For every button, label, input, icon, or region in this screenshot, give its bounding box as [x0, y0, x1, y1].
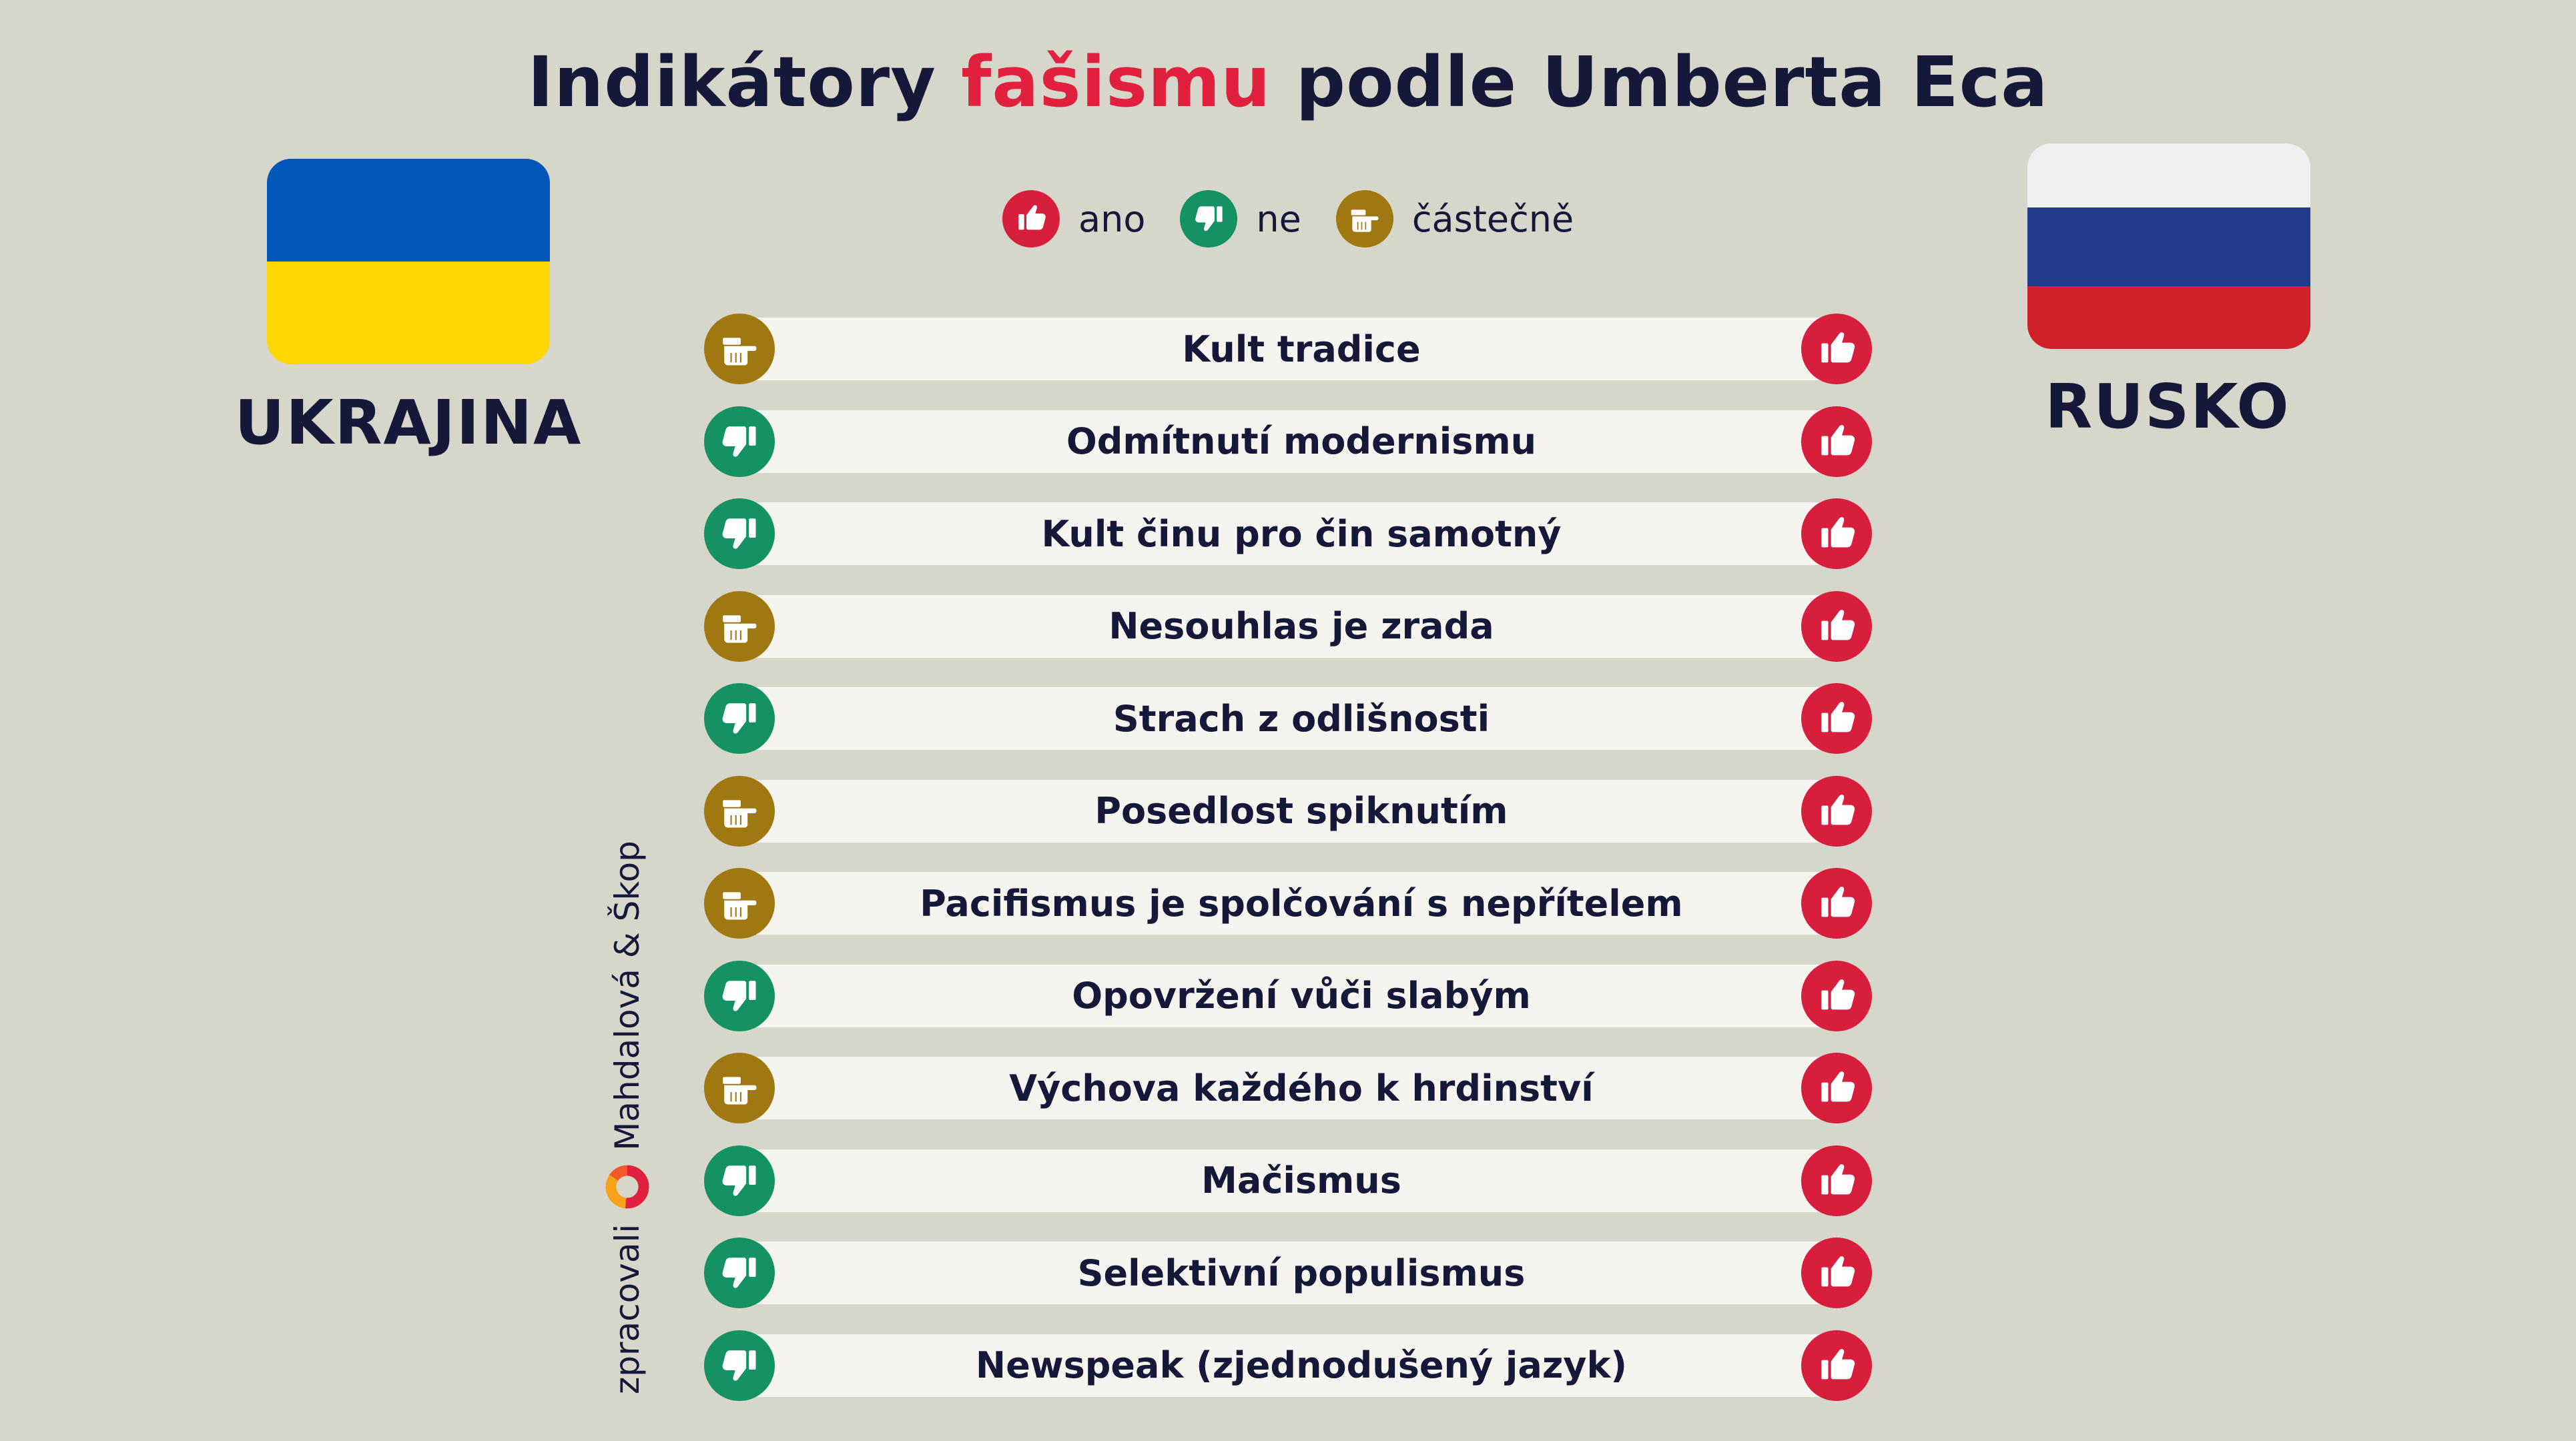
russia-thumb-up-icon: [1801, 1238, 1872, 1308]
indicator-bar: Výchova každého k hrdinství: [728, 1057, 1848, 1119]
indicator-bar: Newspeak (zjednodušený jazyk): [728, 1334, 1848, 1397]
legend: ano ne částečně: [1002, 188, 1608, 250]
indicator-label: Strach z odlišnosti: [1112, 697, 1490, 740]
credit-prefix: zpracovali: [608, 1224, 647, 1394]
indicator-row: Pacifismus je spolčování s nepřítelem: [704, 868, 1872, 939]
ukraine-thumb-sideways-icon: [704, 775, 775, 847]
indicator-row: Opovržení vůči slabým: [704, 960, 1872, 1031]
indicator-row: Selektivní populismus: [704, 1238, 1872, 1308]
russia-thumb-up-icon: [1801, 406, 1872, 477]
ukraine-thumb-down-icon: [704, 683, 775, 754]
russia-thumb-up-icon: [1801, 1145, 1872, 1216]
indicator-label: Newspeak (zjednodušený jazyk): [975, 1344, 1628, 1386]
indicator-label: Selektivní populismus: [1077, 1252, 1526, 1294]
ukraine-thumb-down-icon: [704, 1145, 775, 1216]
ukraine-thumb-sideways-icon: [704, 590, 775, 662]
indicator-label: Kult činu pro čin samotný: [1041, 512, 1562, 555]
indicator-bar: Pacifismus je spolčování s nepřítelem: [728, 872, 1848, 935]
russia-thumb-up-icon: [1801, 775, 1872, 847]
indicator-bar: Kult tradice: [728, 318, 1848, 380]
indicator-label: Posedlost spiknutím: [1094, 790, 1508, 832]
title-text: Indikátory: [527, 41, 962, 123]
ukraine-thumb-down-icon: [704, 960, 775, 1031]
ukraine-thumb-sideways-icon: [704, 1053, 775, 1123]
legend-label: ano: [1078, 197, 1146, 240]
russia-thumb-up-icon: [1801, 1330, 1872, 1401]
credit: zpracovali Mahdalová & Škop: [601, 727, 654, 1394]
legend-item-part: částečně: [1335, 190, 1574, 248]
donut-logo-icon: [605, 1165, 649, 1209]
russia-flag-blue-stripe: [2027, 207, 2310, 286]
thumb-sideways-icon: [1335, 190, 1393, 248]
indicator-row: Nesouhlas je zrada: [704, 590, 1872, 662]
indicator-label: Výchova každého k hrdinství: [1009, 1067, 1594, 1109]
russia-flag: [2027, 143, 2310, 349]
indicator-bar: Kult činu pro čin samotný: [728, 502, 1848, 565]
russia-label: RUSKO: [2045, 371, 2290, 442]
legend-label: ne: [1256, 197, 1301, 240]
indicator-label: Nesouhlas je zrada: [1108, 605, 1494, 647]
legend-label: částečně: [1411, 197, 1574, 240]
indicator-bar: Posedlost spiknutím: [728, 779, 1848, 843]
indicator-label: Kult tradice: [1182, 328, 1421, 370]
russia-thumb-up-icon: [1801, 590, 1872, 662]
legend-item-no: ne: [1180, 190, 1301, 248]
indicator-row: Odmítnutí modernismu: [704, 406, 1872, 477]
ukraine-thumb-down-icon: [704, 498, 775, 569]
page-title: Indikátory fašismu podle Umberta Eca: [0, 41, 2576, 123]
ukraine-flag: [267, 159, 550, 364]
indicator-bar: Odmítnutí modernismu: [728, 410, 1848, 473]
indicator-row: Strach z odlišnosti: [704, 683, 1872, 754]
indicator-bar: Mačismus: [728, 1149, 1848, 1212]
ukraine-thumb-sideways-icon: [704, 314, 775, 384]
indicator-row: Kult tradice: [704, 314, 1872, 384]
indicator-bar: Strach z odlišnosti: [728, 687, 1848, 750]
indicator-list: Kult tradice Odmítnutí modernismu Kult čin…: [704, 314, 1872, 1422]
credit-authors: Mahdalová & Škop: [608, 841, 647, 1151]
indicator-label: Mačismus: [1201, 1159, 1401, 1202]
indicator-bar: Selektivní populismus: [728, 1242, 1848, 1304]
indicator-row: Mačismus: [704, 1145, 1872, 1216]
ukraine-thumb-down-icon: [704, 1330, 775, 1401]
indicator-bar: Nesouhlas je zrada: [728, 594, 1848, 658]
ukraine-thumb-down-icon: [704, 1238, 775, 1308]
russia-thumb-up-icon: [1801, 314, 1872, 384]
russia-thumb-up-icon: [1801, 960, 1872, 1031]
russia-flag-white-stripe: [2027, 143, 2310, 207]
ukraine-thumb-sideways-icon: [704, 868, 775, 939]
title-text-end: podle Umberta Eca: [1271, 41, 2049, 123]
thumb-down-icon: [1180, 190, 1238, 248]
indicator-label: Odmítnutí modernismu: [1066, 420, 1537, 462]
indicator-row: Newspeak (zjednodušený jazyk): [704, 1330, 1872, 1401]
indicator-bar: Opovržení vůči slabým: [728, 964, 1848, 1027]
russia-thumb-up-icon: [1801, 683, 1872, 754]
russia-thumb-up-icon: [1801, 498, 1872, 569]
indicator-row: Posedlost spiknutím: [704, 775, 1872, 847]
thumb-up-icon: [1002, 190, 1060, 248]
ukraine-label: UKRAJINA: [234, 387, 583, 458]
ukraine-flag-blue-stripe: [267, 159, 550, 262]
russia-flag-red-stripe: [2027, 286, 2310, 349]
indicator-label: Pacifismus je spolčování s nepřítelem: [920, 882, 1683, 925]
indicator-row: Kult činu pro čin samotný: [704, 498, 1872, 569]
indicator-row: Výchova každého k hrdinství: [704, 1053, 1872, 1123]
ukraine-thumb-down-icon: [704, 406, 775, 477]
russia-thumb-up-icon: [1801, 868, 1872, 939]
ukraine-flag-yellow-stripe: [267, 262, 550, 364]
indicator-label: Opovržení vůči slabým: [1072, 975, 1531, 1017]
russia-thumb-up-icon: [1801, 1053, 1872, 1123]
title-accent: fašismu: [961, 41, 1271, 123]
legend-item-yes: ano: [1002, 190, 1145, 248]
